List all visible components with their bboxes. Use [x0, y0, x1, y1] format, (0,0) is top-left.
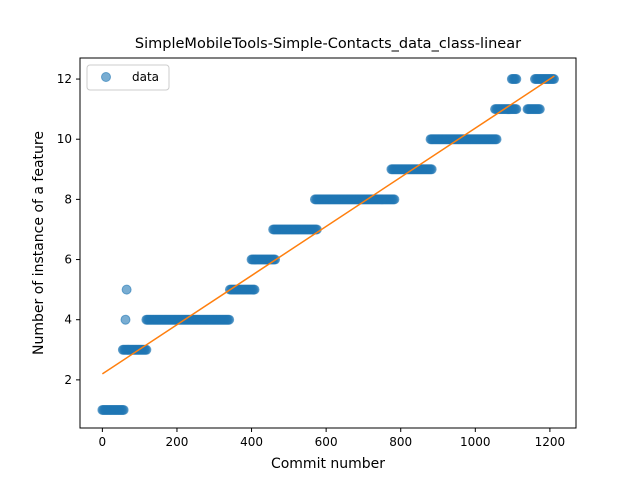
marks-layer — [97, 74, 559, 415]
data-point — [491, 134, 502, 145]
y-tick-label: 6 — [64, 253, 72, 267]
x-tick-label: 400 — [240, 435, 263, 449]
data-point — [389, 194, 400, 205]
y-tick-label: 4 — [64, 313, 72, 327]
fit-line — [101, 75, 555, 375]
data-point — [511, 74, 522, 85]
y-tick-label: 2 — [64, 373, 72, 387]
plot-frame — [79, 57, 577, 429]
data-point — [121, 284, 132, 295]
y-tick-label: 10 — [57, 132, 72, 146]
data-point — [534, 104, 545, 115]
x-tick-label: 1000 — [460, 435, 491, 449]
data-point — [426, 164, 437, 175]
x-tick-label: 600 — [315, 435, 338, 449]
data-point — [224, 314, 235, 325]
legend-label-data: data — [132, 70, 159, 84]
data-point — [118, 404, 129, 415]
x-tick-label: 200 — [166, 435, 189, 449]
legend: data — [86, 64, 170, 91]
data-point — [120, 314, 131, 325]
y-axis-title: Number of instance of a feature — [31, 131, 47, 355]
x-tick-label: 800 — [389, 435, 412, 449]
legend-marker-data — [101, 72, 111, 82]
data-point — [511, 104, 522, 115]
x-axis-title: Commit number — [271, 456, 385, 472]
y-tick-label: 8 — [64, 192, 72, 206]
chart-title: SimpleMobileTools-Simple-Contacts_data_c… — [135, 36, 521, 52]
x-tick-label: 1200 — [535, 435, 566, 449]
data-point — [249, 284, 260, 295]
ticks-layer: 0 200 400 600 800 1000 1200 2 4 6 8 10 12 — [57, 72, 565, 449]
legend-box — [86, 64, 170, 91]
y-tick-label: 12 — [57, 72, 72, 86]
x-tick-label: 0 — [99, 435, 107, 449]
